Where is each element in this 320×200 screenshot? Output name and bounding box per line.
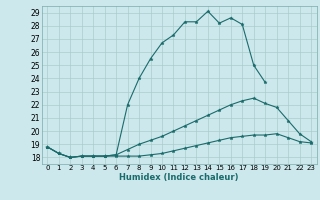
X-axis label: Humidex (Indice chaleur): Humidex (Indice chaleur)	[119, 173, 239, 182]
